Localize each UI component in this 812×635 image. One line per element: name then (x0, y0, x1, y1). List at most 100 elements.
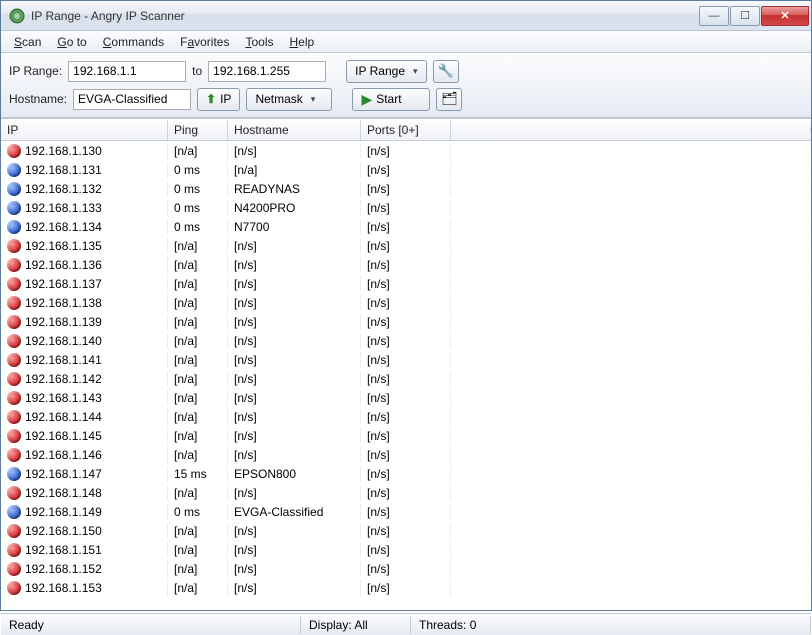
cell-ports: [n/s] (361, 238, 451, 254)
statusbar: Ready Display: All Threads: 0 (1, 613, 811, 635)
status-threads: Threads: 0 (411, 616, 811, 634)
cell-hostname: [n/s] (228, 542, 361, 558)
table-row[interactable]: 192.168.1.1330 msN4200PRO[n/s] (1, 198, 811, 217)
table-row[interactable]: 192.168.1.1310 ms[n/a][n/s] (1, 160, 811, 179)
table-row[interactable]: 192.168.1.1490 msEVGA-Classified[n/s] (1, 502, 811, 521)
table-row[interactable]: 192.168.1.139[n/a][n/s][n/s] (1, 312, 811, 331)
cell-ports: [n/s] (361, 371, 451, 387)
to-label: to (192, 64, 202, 78)
range-type-combo[interactable]: IP Range (346, 60, 426, 83)
column-ip[interactable]: IP (1, 120, 168, 140)
cell-ping: [n/a] (168, 447, 228, 463)
status-dot-icon (7, 524, 21, 538)
cell-hostname: [n/s] (228, 409, 361, 425)
cell-ping: [n/a] (168, 276, 228, 292)
cell-ping: 0 ms (168, 162, 228, 178)
menu-tools[interactable]: Tools (238, 33, 280, 51)
status-dot-icon (7, 296, 21, 310)
status-dot-icon (7, 239, 21, 253)
cell-ping: [n/a] (168, 523, 228, 539)
cell-ports: [n/s] (361, 162, 451, 178)
table-row[interactable]: 192.168.1.136[n/a][n/s][n/s] (1, 255, 811, 274)
hostname-input[interactable] (73, 89, 191, 110)
cell-hostname: [n/s] (228, 314, 361, 330)
cell-ip: 192.168.1.135 (25, 239, 102, 253)
cell-hostname: [n/s] (228, 523, 361, 539)
table-row[interactable]: 192.168.1.141[n/a][n/s][n/s] (1, 350, 811, 369)
ip-from-input[interactable] (68, 61, 186, 82)
cell-hostname: [n/s] (228, 276, 361, 292)
table-row[interactable]: 192.168.1.153[n/a][n/s][n/s] (1, 578, 811, 597)
status-dot-icon (7, 543, 21, 557)
maximize-button[interactable]: ☐ (730, 6, 760, 26)
table-row[interactable]: 192.168.1.148[n/a][n/s][n/s] (1, 483, 811, 502)
cell-ports: [n/s] (361, 257, 451, 273)
table-row[interactable]: 192.168.1.145[n/a][n/s][n/s] (1, 426, 811, 445)
table-row[interactable]: 192.168.1.1320 msREADYNAS[n/s] (1, 179, 811, 198)
cell-ip: 192.168.1.133 (25, 201, 102, 215)
table-row[interactable]: 192.168.1.135[n/a][n/s][n/s] (1, 236, 811, 255)
cell-ping: [n/a] (168, 352, 228, 368)
column-ports[interactable]: Ports [0+] (361, 120, 451, 140)
cell-ports: [n/s] (361, 409, 451, 425)
toolbar: IP Range: to IP Range 🔧 Hostname: ⬆ IP N… (1, 53, 811, 118)
ip-up-button[interactable]: ⬆ IP (197, 88, 240, 111)
table-row[interactable]: 192.168.1.142[n/a][n/s][n/s] (1, 369, 811, 388)
column-hostname[interactable]: Hostname (228, 120, 361, 140)
cell-ping: [n/a] (168, 485, 228, 501)
cell-ports: [n/s] (361, 523, 451, 539)
fetchers-button[interactable]: 🗂 (436, 88, 462, 111)
settings-button[interactable]: 🔧 (433, 60, 459, 83)
table-row[interactable]: 192.168.1.130[n/a][n/s][n/s] (1, 141, 811, 160)
ip-to-input[interactable] (208, 61, 326, 82)
cell-hostname: [n/s] (228, 580, 361, 596)
table-row[interactable]: 192.168.1.144[n/a][n/s][n/s] (1, 407, 811, 426)
table-row[interactable]: 192.168.1.14715 msEPSON800[n/s] (1, 464, 811, 483)
menu-scan[interactable]: Scan (7, 33, 48, 51)
cell-ping: 0 ms (168, 181, 228, 197)
table-row[interactable]: 192.168.1.152[n/a][n/s][n/s] (1, 559, 811, 578)
cell-hostname: [n/s] (228, 238, 361, 254)
cell-ports: [n/s] (361, 466, 451, 482)
cell-ip: 192.168.1.140 (25, 334, 102, 348)
table-row[interactable]: 192.168.1.143[n/a][n/s][n/s] (1, 388, 811, 407)
menu-favorites[interactable]: Favorites (173, 33, 236, 51)
table-header: IP Ping Hostname Ports [0+] (1, 119, 811, 141)
menu-help[interactable]: Help (282, 33, 321, 51)
minimize-button[interactable]: — (699, 6, 729, 26)
cell-ports: [n/s] (361, 485, 451, 501)
close-button[interactable]: ✕ (761, 6, 809, 26)
menu-goto[interactable]: Go to (50, 33, 93, 51)
cell-ports: [n/s] (361, 219, 451, 235)
results-table[interactable]: IP Ping Hostname Ports [0+] 192.168.1.13… (1, 118, 811, 613)
menu-commands[interactable]: Commands (96, 33, 171, 51)
wrench-icon: 🔧 (438, 63, 454, 79)
table-row[interactable]: 192.168.1.134 0 msN7700[n/s] (1, 217, 811, 236)
cell-ip: 192.168.1.134 (25, 220, 102, 234)
cell-ping: [n/a] (168, 561, 228, 577)
table-row[interactable]: 192.168.1.138[n/a][n/s][n/s] (1, 293, 811, 312)
cell-ip: 192.168.1.151 (25, 543, 102, 557)
cell-ip: 192.168.1.152 (25, 562, 102, 576)
cell-ip: 192.168.1.138 (25, 296, 102, 310)
cell-ping: 0 ms (168, 504, 228, 520)
status-dot-icon (7, 144, 21, 158)
table-row[interactable]: 192.168.1.137[n/a][n/s][n/s] (1, 274, 811, 293)
cell-ports: [n/s] (361, 580, 451, 596)
table-row[interactable]: 192.168.1.151[n/a][n/s][n/s] (1, 540, 811, 559)
table-row[interactable]: 192.168.1.140[n/a][n/s][n/s] (1, 331, 811, 350)
status-dot-icon (7, 353, 21, 367)
status-dot-icon (7, 410, 21, 424)
cell-ip: 192.168.1.146 (25, 448, 102, 462)
table-row[interactable]: 192.168.1.146[n/a][n/s][n/s] (1, 445, 811, 464)
cell-ip: 192.168.1.144 (25, 410, 102, 424)
column-ping[interactable]: Ping (168, 120, 228, 140)
netmask-combo[interactable]: Netmask (246, 88, 332, 111)
status-dot-icon (7, 258, 21, 272)
start-button[interactable]: ▶ Start (352, 88, 430, 111)
cell-ports: [n/s] (361, 200, 451, 216)
cell-hostname: N7700 (228, 219, 361, 235)
table-row[interactable]: 192.168.1.150[n/a][n/s][n/s] (1, 521, 811, 540)
cell-hostname: [n/s] (228, 561, 361, 577)
cell-ping: 0 ms (168, 219, 228, 235)
